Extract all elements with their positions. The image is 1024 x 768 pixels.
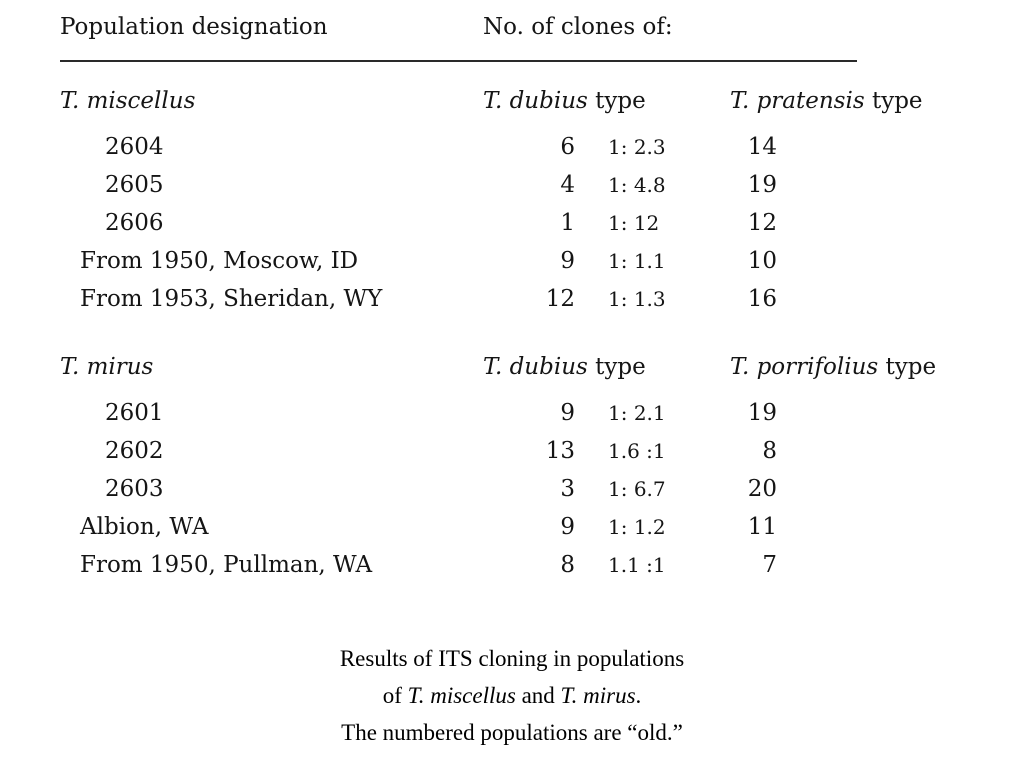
table-header-row: Population designation No. of clones of: — [60, 14, 990, 50]
population-name: From 1950, Moscow, ID — [80, 248, 359, 274]
clones-count-b: 19 — [747, 172, 777, 198]
section-header-miscellus: T. miscellus T. dubius type T. pratensis… — [60, 88, 990, 128]
clone-ratio: 1: 4.8 — [608, 173, 666, 197]
population-name: 2601 — [105, 400, 164, 426]
population-designation-header: Population designation — [60, 14, 328, 40]
clone-ratio: 1: 1.2 — [608, 515, 666, 539]
population-name: 2603 — [105, 476, 164, 502]
clone-ratio: 1: 1.1 — [608, 249, 666, 273]
species-label: T. porrifolius — [730, 354, 879, 380]
clone-ratio: 1.1 :1 — [608, 553, 666, 577]
clone-type-a-header: T. dubius type — [420, 88, 707, 114]
clone-ratio: 1: 2.1 — [608, 401, 666, 425]
clones-count-b: 11 — [747, 514, 777, 540]
clones-count-a: 4 — [560, 172, 575, 198]
clones-count-b: 10 — [747, 248, 777, 274]
section-header-mirus: T. mirus T. dubius type T. porrifolius t… — [60, 354, 990, 394]
table-row: 2603 3 1: 6.7 20 — [60, 476, 990, 514]
table-row: From 1950, Pullman, WA 8 1.1 :1 7 — [60, 552, 990, 590]
results-table: Population designation No. of clones of:… — [60, 14, 990, 590]
clones-header: No. of clones of: — [483, 14, 673, 40]
clones-count-b: 7 — [762, 552, 777, 578]
clone-ratio: 1: 1.3 — [608, 287, 666, 311]
caption-text: and — [515, 683, 561, 708]
table-row: Albion, WA 9 1: 1.2 11 — [60, 514, 990, 552]
clones-count-a: 13 — [545, 438, 575, 464]
type-suffix: type — [864, 88, 923, 114]
clone-type-b-header: T. pratensis type — [707, 88, 923, 114]
population-name: From 1950, Pullman, WA — [80, 552, 373, 578]
clones-count-b: 20 — [747, 476, 777, 502]
clones-count-a: 8 — [560, 552, 575, 578]
caption-line-1: Results of ITS cloning in populations — [339, 646, 685, 671]
clone-ratio: 1: 6.7 — [608, 477, 666, 501]
species-name: T. mirus — [60, 354, 154, 380]
caption-text: . — [635, 683, 642, 708]
table-caption: Results of ITS cloning in populations of… — [0, 640, 1024, 751]
clones-count-a: 6 — [560, 134, 575, 160]
caption-text: of — [382, 683, 408, 708]
species-name: T. miscellus — [60, 88, 196, 114]
clones-count-b: 14 — [747, 134, 777, 160]
type-suffix: type — [587, 354, 646, 380]
clones-count-a: 1 — [560, 210, 575, 236]
clone-ratio: 1: 2.3 — [608, 135, 666, 159]
table-row: 2601 9 1: 2.1 19 — [60, 400, 990, 438]
table-row: From 1950, Moscow, ID 9 1: 1.1 10 — [60, 248, 990, 286]
table-row: 2604 6 1: 2.3 14 — [60, 134, 990, 172]
population-name: 2606 — [105, 210, 164, 236]
table-row: From 1953, Sheridan, WY 12 1: 1.3 16 — [60, 286, 990, 324]
species-label: T. dubius — [483, 354, 588, 380]
clones-count-b: 8 — [762, 438, 777, 464]
clones-count-a: 12 — [545, 286, 575, 312]
header-rule — [60, 60, 857, 62]
species-label: T. mirus — [560, 683, 636, 708]
population-name: 2604 — [105, 134, 164, 160]
clones-count-a: 3 — [560, 476, 575, 502]
table-row: 2602 13 1.6 :1 8 — [60, 438, 990, 476]
section-rows-miscellus: 2604 6 1: 2.3 14 2605 4 1: 4.8 19 2606 1… — [60, 134, 990, 324]
type-suffix: type — [587, 88, 646, 114]
population-name: From 1953, Sheridan, WY — [80, 286, 383, 312]
caption-line-2: of T. miscellus and T. mirus. — [0, 677, 1024, 714]
clone-type-b-header: T. porrifolius type — [707, 354, 936, 380]
species-label: T. dubius — [483, 88, 588, 114]
species-label: T. miscellus — [407, 683, 516, 708]
clone-ratio: 1: 12 — [608, 211, 660, 235]
caption-line-3: The numbered populations are “old.” — [341, 720, 683, 745]
clones-count-b: 16 — [747, 286, 777, 312]
clone-ratio: 1.6 :1 — [608, 439, 666, 463]
population-name: 2602 — [105, 438, 164, 464]
species-label: T. pratensis — [730, 88, 865, 114]
clones-count-a: 9 — [560, 514, 575, 540]
clones-count-a: 9 — [560, 248, 575, 274]
type-suffix: type — [878, 354, 937, 380]
section-rows-mirus: 2601 9 1: 2.1 19 2602 13 1.6 :1 8 2603 3… — [60, 400, 990, 590]
clones-count-b: 19 — [747, 400, 777, 426]
clone-type-a-header: T. dubius type — [420, 354, 707, 380]
table-row: 2606 1 1: 12 12 — [60, 210, 990, 248]
population-name: Albion, WA — [80, 514, 209, 540]
population-name: 2605 — [105, 172, 164, 198]
clones-count-a: 9 — [560, 400, 575, 426]
table-row: 2605 4 1: 4.8 19 — [60, 172, 990, 210]
clones-count-b: 12 — [747, 210, 777, 236]
